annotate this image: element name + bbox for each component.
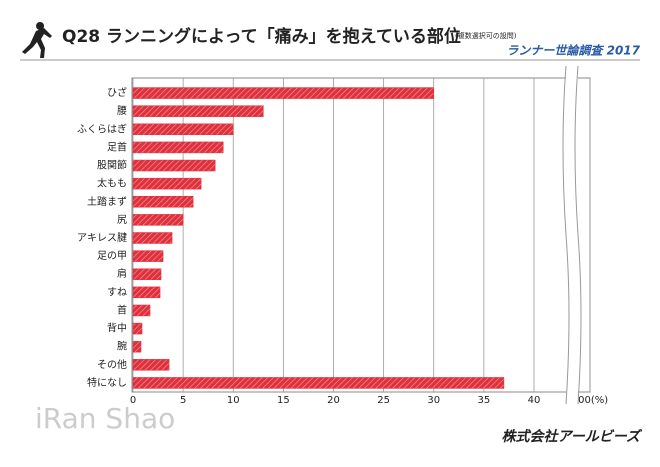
axis-break-line [574, 65, 582, 405]
source: 株式会社アールビーズ [502, 428, 643, 445]
watermark: iRan Shao [35, 402, 175, 435]
x-tick-label: 20 [327, 395, 340, 406]
y-tick-label: 足首 [107, 140, 127, 153]
y-tick-label: 背中 [107, 322, 127, 335]
x-tick-label: 5 [180, 395, 186, 406]
y-tick-label: 首 [117, 303, 127, 316]
y-tick-label: 肩 [117, 267, 127, 280]
bar [132, 177, 202, 190]
x-tick-label: 35 [478, 395, 491, 406]
axis-break [566, 66, 578, 404]
x-tick-label: 0 [130, 395, 136, 406]
bar [132, 123, 234, 136]
x-tick-label: 10 [227, 395, 240, 406]
y-tick-label: 腕 [117, 340, 127, 353]
bar [132, 141, 224, 154]
chart-title: Q28 ランニングによって「痛み」を抱えている部位 [62, 26, 461, 47]
subtitle: (複数選択可の設問) [455, 31, 517, 40]
bar [132, 359, 170, 371]
bar [132, 377, 505, 389]
y-tick-label: すね [107, 286, 127, 298]
y-tick-label: 尻 [117, 214, 127, 226]
x-tick-label: 40 [528, 395, 541, 406]
survey-label: ランナー世論調査 2017 [506, 44, 640, 58]
runner-icon [22, 22, 52, 58]
y-tick-label: 腰 [117, 105, 127, 117]
y-tick-label: 股関節 [97, 159, 127, 172]
x-tick-label: 100(%) [572, 395, 608, 406]
y-tick-label: ふくらはぎ [77, 122, 127, 135]
bar [132, 232, 173, 244]
y-tick-label: 土踏まず [87, 195, 127, 208]
y-tick-label: 特になし [87, 377, 127, 389]
bar [132, 268, 162, 280]
bar [132, 340, 142, 353]
bar [132, 105, 264, 117]
bar [132, 250, 164, 262]
x-tick-label: 25 [377, 395, 390, 406]
bar [132, 196, 194, 208]
axis-break-line [562, 65, 570, 405]
y-tick-label: 太もも [97, 177, 127, 190]
bar [132, 286, 161, 299]
y-tick-label: ひざ [107, 86, 127, 99]
y-tick-label: その他 [97, 358, 127, 371]
bar [132, 322, 143, 335]
x-tick-label: 15 [277, 395, 290, 406]
y-tick-label: 足の甲 [97, 250, 127, 262]
y-tick-label: アキレス腱 [77, 232, 127, 244]
bar [132, 87, 434, 99]
bar [132, 304, 151, 317]
x-tick-label: 30 [427, 395, 440, 406]
bar [132, 159, 216, 172]
bar [132, 214, 184, 226]
